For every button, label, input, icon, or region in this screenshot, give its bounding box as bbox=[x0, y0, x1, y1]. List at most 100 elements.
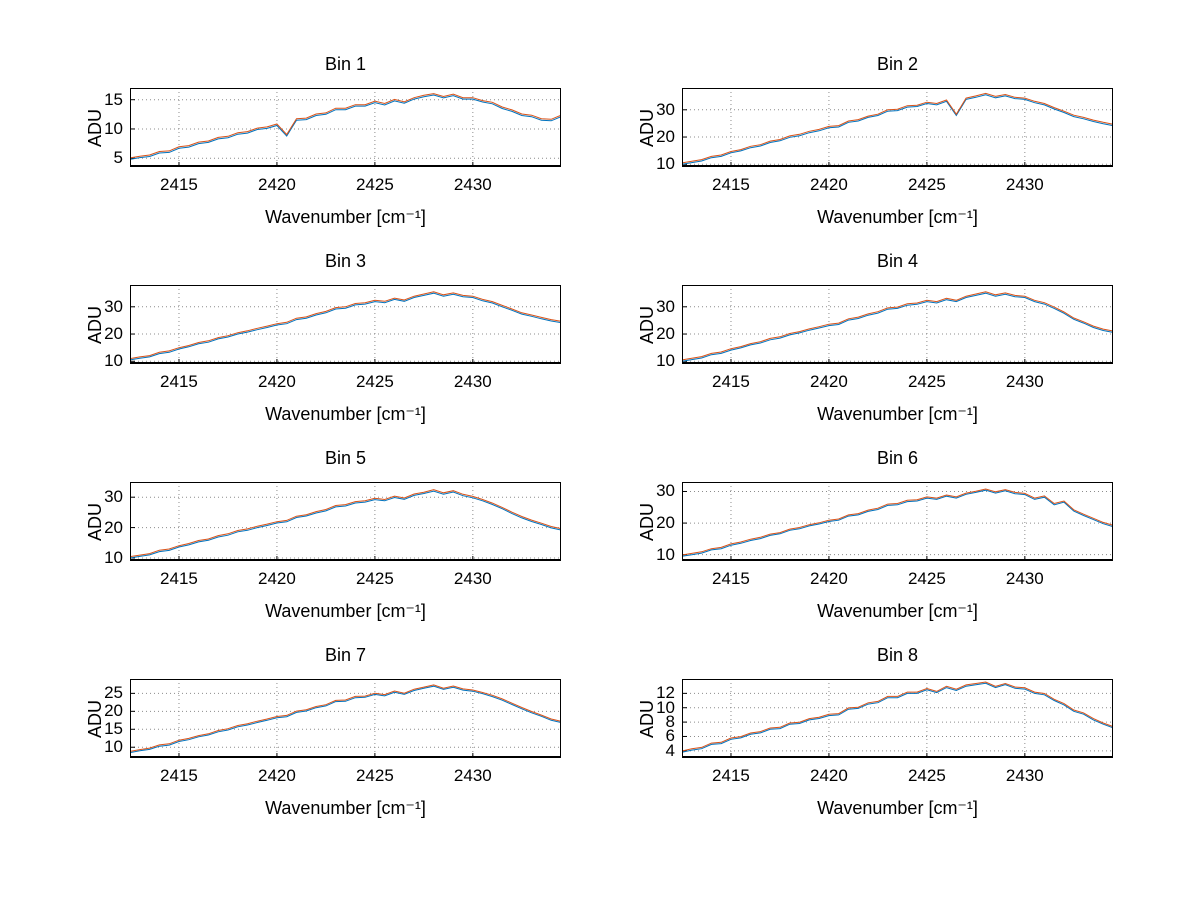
y-tick-label: 20 bbox=[656, 127, 675, 147]
x-axis-label: Wavenumber [cm⁻¹] bbox=[265, 798, 426, 818]
axis-box bbox=[130, 482, 561, 561]
plot-area-bin-2 bbox=[682, 88, 1113, 167]
y-tick-label: 6 bbox=[665, 726, 675, 746]
y-tick-label: 20 bbox=[104, 701, 123, 721]
x-tick-label: 2425 bbox=[355, 175, 394, 194]
y-tick-label: 10 bbox=[104, 118, 123, 138]
plot-title: Bin 3 bbox=[324, 251, 367, 271]
x-axis-label: Wavenumber [cm⁻¹] bbox=[817, 798, 978, 818]
trace-1 bbox=[682, 489, 1113, 557]
plot-title: Bin 7 bbox=[324, 645, 367, 665]
y-tick-label: 30 bbox=[656, 481, 675, 501]
x-tick-label: 2415 bbox=[712, 372, 750, 391]
x-tick-label: 2415 bbox=[712, 569, 750, 588]
trace-2 bbox=[682, 92, 1113, 164]
x-tick-label: 2420 bbox=[258, 766, 296, 785]
y-tick-label: 12 bbox=[656, 683, 675, 703]
x-axis-label: Wavenumber [cm⁻¹] bbox=[817, 404, 978, 424]
trace-1 bbox=[682, 682, 1113, 753]
x-tick-label: 2425 bbox=[907, 175, 946, 194]
plot-area-bin-3 bbox=[130, 285, 561, 364]
x-tick-label: 2425 bbox=[355, 569, 394, 588]
subplot-bin-7: Bin 7 ADU 2415 2420 2425 2430 10 15 20 25 Wavenumb… bbox=[15, 643, 573, 833]
trace-1 bbox=[130, 490, 561, 559]
plot-title: Bin 2 bbox=[876, 54, 919, 74]
trace-1 bbox=[130, 685, 561, 754]
trace-2 bbox=[682, 291, 1113, 361]
axis-box bbox=[682, 679, 1113, 758]
trace-2 bbox=[130, 684, 561, 752]
x-tick-label: 2420 bbox=[810, 569, 848, 588]
x-tick-label: 2425 bbox=[907, 569, 946, 588]
x-tick-label: 2430 bbox=[1005, 372, 1044, 391]
x-tick-label: 2420 bbox=[810, 372, 848, 391]
y-tick-label: 20 bbox=[656, 324, 675, 344]
trace-2 bbox=[682, 681, 1113, 752]
x-tick-label: 2420 bbox=[810, 175, 848, 194]
trace-2 bbox=[682, 488, 1113, 556]
x-axis-label: Wavenumber [cm⁻¹] bbox=[265, 207, 426, 227]
y-tick-label: 25 bbox=[104, 683, 123, 703]
x-tick-label: 2415 bbox=[160, 569, 198, 588]
x-tick-label: 2425 bbox=[355, 766, 394, 785]
x-tick-label: 2415 bbox=[712, 175, 750, 194]
plot-area-bin-5 bbox=[130, 482, 561, 561]
subplot-bin-3: Bin 3 ADU 2415 2420 2425 2430 10 20 30 Wavenumber… bbox=[15, 249, 573, 439]
x-tick-label: 2420 bbox=[258, 175, 296, 194]
x-tick-label: 2415 bbox=[160, 175, 198, 194]
y-tick-label: 10 bbox=[104, 351, 123, 371]
subplot-bin-1: Bin 1 ADU 2415 2420 2425 2430 5 10 15 Wavenumber … bbox=[15, 52, 573, 242]
y-tick-label: 10 bbox=[656, 351, 675, 371]
x-tick-label: 2430 bbox=[1005, 175, 1044, 194]
x-tick-label: 2415 bbox=[712, 766, 750, 785]
plot-title: Bin 5 bbox=[324, 448, 367, 468]
x-axis-label: Wavenumber [cm⁻¹] bbox=[817, 207, 978, 227]
y-tick-label: 20 bbox=[104, 517, 123, 537]
trace-2 bbox=[130, 489, 561, 558]
axis-box bbox=[682, 285, 1113, 364]
x-tick-label: 2430 bbox=[453, 372, 492, 391]
y-tick-label: 30 bbox=[104, 296, 123, 316]
x-tick-label: 2420 bbox=[810, 766, 848, 785]
y-tick-label: 10 bbox=[656, 697, 675, 717]
plot-area-bin-4 bbox=[682, 285, 1113, 364]
subplot-bin-5: Bin 5 ADU 2415 2420 2425 2430 10 20 30 Wavenumber… bbox=[15, 446, 573, 636]
y-tick-label: 30 bbox=[104, 487, 123, 507]
y-tick-label: 5 bbox=[113, 148, 123, 168]
x-tick-label: 2430 bbox=[453, 569, 492, 588]
axis-box bbox=[682, 88, 1113, 167]
x-tick-label: 2415 bbox=[160, 372, 198, 391]
x-tick-label: 2415 bbox=[160, 766, 198, 785]
plot-area-bin-8 bbox=[682, 679, 1113, 758]
y-tick-label: 8 bbox=[665, 712, 675, 732]
axis-box bbox=[130, 679, 561, 758]
plot-area-bin-7 bbox=[130, 679, 561, 758]
x-tick-label: 2425 bbox=[907, 766, 946, 785]
y-tick-label: 10 bbox=[656, 544, 675, 564]
plot-area-bin-6 bbox=[682, 482, 1113, 561]
subplot-bin-6: Bin 6 ADU 2415 2420 2425 2430 10 20 30 Wavenumber… bbox=[567, 446, 1125, 636]
trace-1 bbox=[682, 292, 1113, 362]
y-tick-label: 30 bbox=[656, 296, 675, 316]
subplot-bin-2: Bin 2 ADU 2415 2420 2425 2430 10 20 30 Wavenumber… bbox=[567, 52, 1125, 242]
axis-box bbox=[682, 482, 1113, 561]
x-axis-label: Wavenumber [cm⁻¹] bbox=[265, 601, 426, 621]
subplot-bin-8: Bin 8 ADU 2415 2420 2425 2430 4 6 8 10 12 Wavenumbe… bbox=[567, 643, 1125, 833]
subplot-bin-4: Bin 4 ADU 2415 2420 2425 2430 10 20 30 Wavenumber… bbox=[567, 249, 1125, 439]
y-tick-label: 15 bbox=[104, 89, 123, 109]
y-tick-label: 4 bbox=[665, 740, 675, 760]
plot-title: Bin 8 bbox=[876, 645, 919, 665]
x-tick-label: 2430 bbox=[453, 175, 492, 194]
y-tick-label: 10 bbox=[656, 154, 675, 174]
x-axis-label: Wavenumber [cm⁻¹] bbox=[817, 601, 978, 621]
plot-title: Bin 1 bbox=[324, 54, 367, 74]
plot-area-bin-1 bbox=[130, 88, 561, 167]
y-tick-label: 20 bbox=[656, 513, 675, 533]
x-tick-label: 2430 bbox=[1005, 766, 1044, 785]
plot-title: Bin 6 bbox=[876, 448, 919, 468]
y-tick-label: 20 bbox=[104, 324, 123, 344]
x-tick-label: 2420 bbox=[258, 569, 296, 588]
y-tick-label: 10 bbox=[104, 547, 123, 567]
